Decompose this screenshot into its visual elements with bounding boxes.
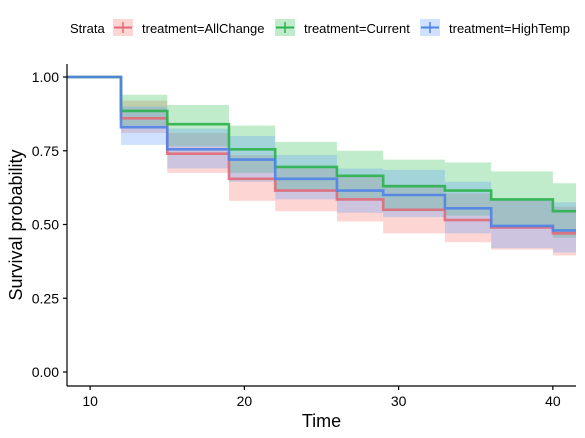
x-tick-label: 20	[237, 393, 253, 409]
confidence-band-1	[67, 77, 576, 256]
legend-title: Strata	[70, 21, 105, 36]
y-axis-title: Survival probability	[6, 149, 26, 300]
confidence-band-2	[67, 77, 576, 238]
x-tick-label: 30	[391, 393, 407, 409]
y-tick-label: 0.50	[32, 217, 59, 233]
legend: Strata treatment=AllChange treatment=Curr…	[70, 19, 570, 36]
y-tick-label: 1.00	[32, 69, 59, 85]
survival-curve-2	[67, 75, 576, 213]
legend-entry-label: treatment=Current	[304, 21, 410, 36]
legend-entry-label: treatment=AllChange	[142, 21, 265, 36]
x-axis-title: Time	[302, 411, 341, 431]
survival-curves	[67, 75, 576, 235]
y-tick-label: 0.75	[32, 143, 59, 159]
x-tick-label: 10	[82, 393, 98, 409]
legend-entry-label: treatment=HighTemp	[449, 21, 570, 36]
y-tick-label: 0.00	[32, 364, 59, 380]
y-tick-label: 0.25	[32, 290, 59, 306]
survival-curve-3	[67, 75, 576, 232]
x-tick-label: 40	[545, 393, 561, 409]
x-axis-ticks: 10 20 30 40	[82, 386, 561, 409]
y-axis-ticks: 0.00 0.25 0.50 0.75 1.00	[32, 69, 67, 380]
